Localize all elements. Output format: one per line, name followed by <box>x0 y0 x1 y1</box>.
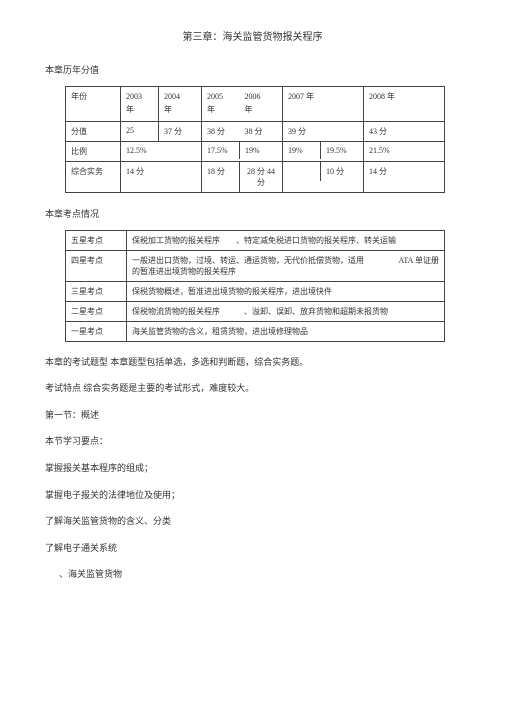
cell: 五星考点 <box>66 230 127 250</box>
cell: 保税加工货物的报关程序 、特定减免税进口货物的报关程序、转关运输 <box>127 230 445 250</box>
cell: 14 分 <box>121 161 202 192</box>
table-row: 二星考点 保税物流货物的报关程序 、溢卸、误卸、放弃货物和超期未报货物 <box>66 301 445 321</box>
cell: 19% 19.5% <box>283 141 364 161</box>
table-row: 综合实务 14 分 18 分 28 分 44 分 10 分 14 分 <box>66 161 445 192</box>
cell: 一星考点 <box>66 321 127 341</box>
cell: 保税物流货物的报关程序 、溢卸、误卸、放弃货物和超期未报货物 <box>127 301 445 321</box>
cell: 二星考点 <box>66 301 127 321</box>
cell: 43 分 <box>364 121 445 141</box>
heading-points: 本章考点情况 <box>45 207 460 220</box>
cell-practice-label: 综合实务 <box>66 161 121 192</box>
cell: 17.5% 19% <box>202 141 283 161</box>
cell: 14 分 <box>364 161 445 192</box>
cell: 39 分 <box>283 121 364 141</box>
table-row: 分值 25 37 分 38 分 38 分 39 分 43 分 <box>66 121 445 141</box>
paragraph-question-types: 本章的考试题型 本章题型包括单选，多选和判断题，综合实务题。 <box>45 356 460 369</box>
table-row: 比例 12.5% 17.5% 19% 19% 19.5% 21.5% <box>66 141 445 161</box>
paragraph-subheading: 、海关监管货物 <box>59 568 460 581</box>
paragraph-point1: 掌握报关基本程序的组成； <box>45 462 460 475</box>
cell-year-label: 年份 <box>66 87 121 122</box>
chapter-title: 第三章：海关监管货物报关程序 <box>45 28 460 43</box>
paragraph-exam-feature: 考试特点 综合实务题是主要的考试形式，难度较大。 <box>45 382 460 395</box>
cell: 21.5% <box>364 141 445 161</box>
cell: 2008 年 <box>364 87 445 122</box>
paragraph-point2: 掌握电子报关的法律地位及使用； <box>45 489 460 502</box>
ata-label: ATA 单证册 <box>399 255 439 266</box>
cell-score-label: 分值 <box>66 121 121 141</box>
cell: 2005年 2006年 <box>202 87 283 122</box>
paragraph-section1: 第一节：概述 <box>45 409 460 422</box>
cell: 2007 年 <box>283 87 364 122</box>
table-row: 五星考点 保税加工货物的报关程序 、特定减免税进口货物的报关程序、转关运输 <box>66 230 445 250</box>
paragraph-point3: 了解海关监管货物的含义、分类 <box>45 515 460 528</box>
paragraph-study-points: 本节学习要点： <box>45 435 460 448</box>
cell: 一般进出口货物，过境、转运、通运货物，无代价抵偿货物，适用ATA 单证册 的暂准… <box>127 250 445 281</box>
score-table: 年份 2003年 2004年 2005年 2006年 2007 年 2008 年… <box>65 86 445 193</box>
cell: 四星考点 <box>66 250 127 281</box>
cell: 12.5% <box>121 141 202 161</box>
cell: 2003年 2004年 <box>121 87 202 122</box>
table-row: 三星考点 保税货物概述，暂准进出境货物的报关程序，进出境快件 <box>66 281 445 301</box>
cell: 10 分 <box>283 161 364 192</box>
keypoints-table: 五星考点 保税加工货物的报关程序 、特定减免税进口货物的报关程序、转关运输 四星… <box>65 230 445 342</box>
table-row: 一星考点 海关监管货物的含义，租赁货物，进出境修理物品 <box>66 321 445 341</box>
cell: 38 分 38 分 <box>202 121 283 141</box>
heading-years: 本章历年分值 <box>45 63 460 76</box>
cell: 海关监管货物的含义，租赁货物，进出境修理物品 <box>127 321 445 341</box>
table-row: 年份 2003年 2004年 2005年 2006年 2007 年 2008 年 <box>66 87 445 122</box>
cell: 18 分 28 分 44 分 <box>202 161 283 192</box>
cell: 三星考点 <box>66 281 127 301</box>
paragraph-point4: 了解电子通关系统 <box>45 542 460 555</box>
cell-ratio-label: 比例 <box>66 141 121 161</box>
cell: 25 37 分 <box>121 121 202 141</box>
table-row: 四星考点 一般进出口货物，过境、转运、通运货物，无代价抵偿货物，适用ATA 单证… <box>66 250 445 281</box>
cell: 保税货物概述，暂准进出境货物的报关程序，进出境快件 <box>127 281 445 301</box>
